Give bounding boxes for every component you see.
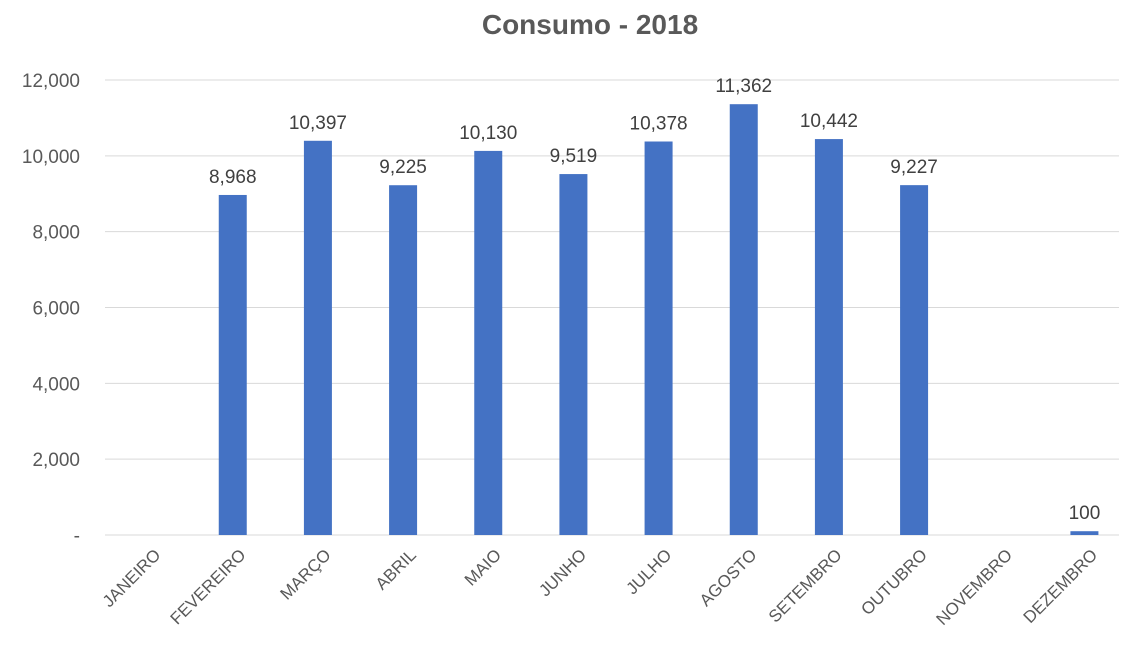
x-category-label: MARÇO (277, 545, 335, 603)
bar (303, 140, 332, 536)
x-category-label: ABRIL (372, 545, 420, 593)
data-label: 100 (1069, 503, 1101, 524)
x-category-label: AGOSTO (696, 545, 761, 610)
data-label: 10,442 (800, 111, 858, 132)
data-label: 9,225 (379, 157, 427, 178)
y-tick-label: 4,000 (32, 374, 80, 395)
chart-title: Consumo - 2018 (482, 9, 698, 40)
x-category-label: MAIO (461, 545, 505, 589)
bars (218, 104, 1099, 536)
bar (814, 139, 843, 536)
bar (218, 194, 247, 536)
y-axis-ticks: - 2,000 4,000 6,000 8,000 10,000 12,000 (22, 71, 80, 547)
x-category-label: JULHO (623, 545, 676, 598)
data-label: 8,968 (209, 167, 257, 188)
data-label: 10,378 (630, 114, 688, 135)
x-category-label: FEVEREIRO (167, 545, 250, 628)
data-label: 10,397 (289, 113, 347, 134)
bar (900, 185, 929, 535)
data-label: 9,227 (890, 157, 938, 178)
x-category-label: DEZEMBRO (1020, 545, 1102, 627)
bar (1070, 531, 1099, 535)
x-category-label: JANEIRO (99, 545, 165, 611)
bar (644, 141, 673, 535)
y-tick-label: 10,000 (22, 147, 80, 168)
x-category-label: OUTUBRO (857, 545, 931, 619)
bar (389, 185, 418, 535)
x-category-label: NOVEMBRO (933, 545, 1017, 629)
y-tick-label: - (74, 526, 80, 547)
bar (729, 104, 758, 536)
x-category-label: SETEMBRO (765, 545, 846, 626)
y-tick-label: 8,000 (32, 223, 80, 244)
y-tick-label: 12,000 (22, 71, 80, 92)
x-category-label: JUNHO (535, 545, 590, 600)
bar (559, 174, 588, 536)
data-label: 9,519 (550, 146, 598, 167)
y-tick-label: 6,000 (32, 299, 80, 320)
gridlines (105, 79, 1119, 536)
x-axis-categories: JANEIRO FEVEREIRO MARÇO ABRIL MAIO JUNHO JULHO… (99, 545, 1101, 629)
y-tick-label: 2,000 (32, 450, 80, 471)
data-label: 11,362 (715, 76, 772, 97)
bar (474, 150, 503, 535)
data-label: 10,130 (459, 123, 517, 144)
data-labels: 8,968 10,397 9,225 10,130 9,519 10,378 11,362 1… (209, 76, 1100, 524)
